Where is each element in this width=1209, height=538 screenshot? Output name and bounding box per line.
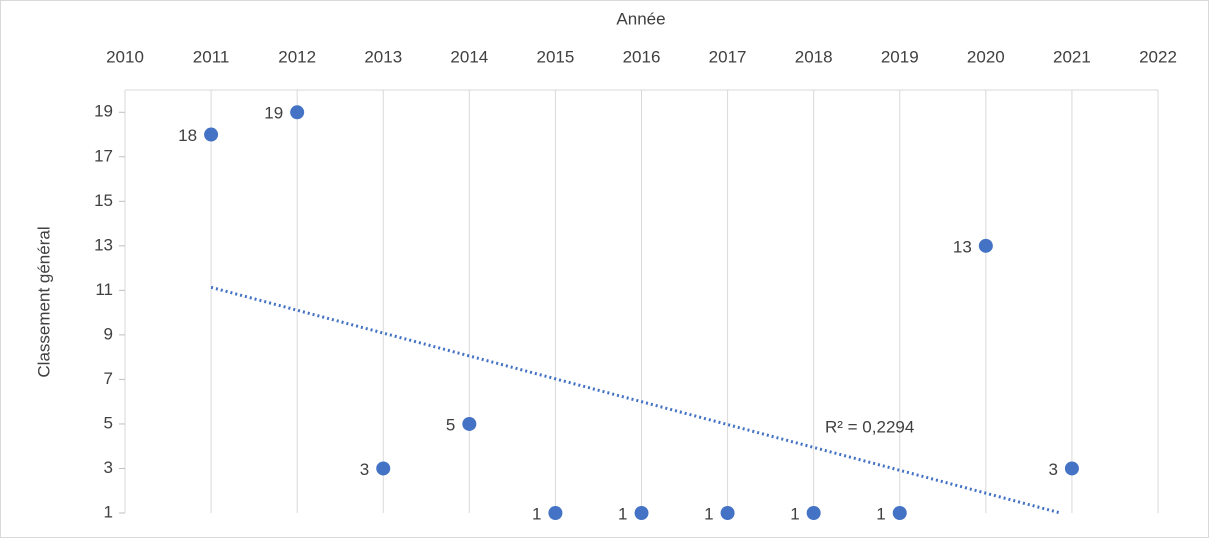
point (806, 506, 821, 520)
y-tick-label: 11 (95, 280, 113, 299)
x-tick-label: 2021 (1053, 47, 1091, 66)
y-tick-label: 19 (94, 102, 113, 121)
x-tick-label: 2022 (1139, 47, 1177, 66)
data-label: 1 (704, 504, 713, 523)
y-tick-label: 3 (104, 458, 113, 477)
point (978, 238, 993, 253)
y-tick-label: 17 (94, 146, 113, 165)
data-label: 1 (618, 504, 627, 523)
point (1064, 461, 1079, 476)
x-tick-label: 2020 (967, 47, 1005, 66)
point (548, 506, 563, 520)
data-label: 19 (264, 104, 283, 123)
x-tick-label: 2015 (537, 47, 575, 66)
y-tick-label: 15 (94, 191, 113, 210)
data-label: 3 (360, 460, 369, 479)
data-label: 3 (1048, 460, 1057, 479)
point (892, 506, 907, 520)
point (634, 506, 649, 520)
trendline-annotation: R² = 0,2294 (825, 417, 914, 436)
x-tick-label: 2017 (709, 47, 747, 66)
data-label: 1 (876, 504, 885, 523)
y-tick-label: 13 (94, 235, 113, 254)
x-tick-label: 2018 (795, 47, 833, 66)
x-tick-label: 2019 (881, 47, 919, 66)
data-label: 1 (532, 504, 541, 523)
data-label: 5 (446, 415, 455, 434)
point (462, 416, 477, 431)
x-tick-label: 2010 (106, 47, 144, 66)
x-tick-label: 2016 (623, 47, 661, 66)
x-tick-label: 2013 (364, 47, 402, 66)
point (376, 461, 391, 476)
x-axis-title: Année (616, 9, 665, 28)
trendline (210, 285, 1061, 515)
data-label: 1 (790, 504, 799, 523)
point (720, 506, 735, 520)
point (204, 127, 219, 142)
data-label: 13 (953, 237, 972, 256)
x-tick-label: 2014 (450, 47, 488, 66)
x-tick-label: 2012 (278, 47, 316, 66)
point (290, 105, 305, 120)
x-tick-label: 2011 (193, 47, 230, 66)
y-tick-label: 5 (104, 413, 113, 432)
y-tick-label: 7 (104, 369, 113, 388)
y-tick-label: 1 (104, 502, 113, 521)
y-axis-title: Classement général (34, 226, 53, 377)
data-label: 18 (178, 126, 197, 145)
y-tick-label: 9 (104, 324, 113, 343)
